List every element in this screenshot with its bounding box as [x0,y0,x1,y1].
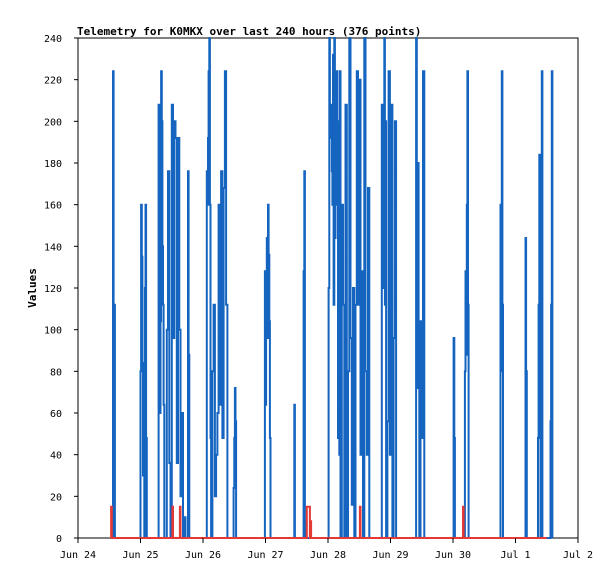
x-tick-label: Jul 1 [500,550,530,561]
chart-title: Telemetry for K0MKX over last 240 hours … [77,25,421,38]
x-tick-label: Jun 28 [310,550,346,561]
series-line-1 [110,505,547,539]
y-tick-label: 20 [50,492,62,503]
y-tick-label: 160 [44,201,62,212]
y-tick-label: 80 [50,367,62,378]
y-tick-label: 220 [44,76,62,87]
y-tick-label: 0 [56,534,62,545]
y-tick-label: 180 [44,159,62,170]
y-tick-label: 240 [44,34,62,45]
series-layer [110,37,554,539]
x-tick-label: Jun 30 [435,550,471,561]
y-tick-label: 40 [50,451,62,462]
y-axis-label: Values [26,268,39,308]
x-tick-label: Jun 29 [372,550,408,561]
x-axis: Jun 24 Jun 25 Jun 26 Jun 27 Jun 28 Jun 29 Jun … [60,538,593,561]
y-tick-label: 200 [44,117,62,128]
y-axis: 0 20 40 60 80 100 120 140 160 180 200 220 240 [44,34,78,545]
y-tick-label: 100 [44,326,62,337]
y-tick-label: 140 [44,242,62,253]
x-tick-label: Jun 26 [185,550,221,561]
x-tick-label: Jul 2 [563,550,593,561]
x-tick-label: Jun 27 [247,550,283,561]
y-tick-label: 120 [44,284,62,295]
x-tick-label: Jun 24 [60,550,96,561]
y-tick-label: 60 [50,409,62,420]
x-tick-label: Jun 25 [122,550,158,561]
